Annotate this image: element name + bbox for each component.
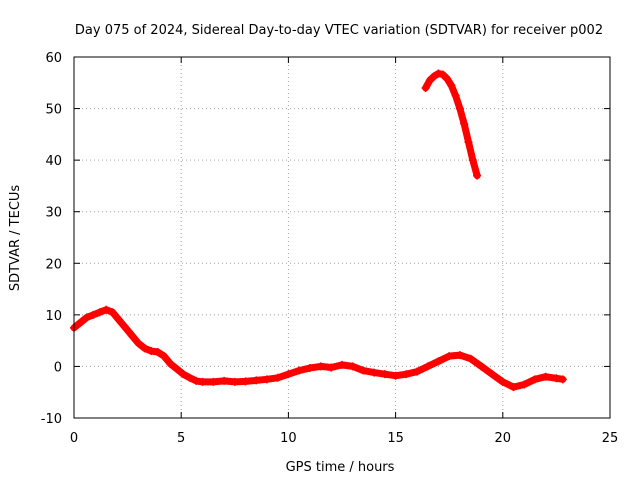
data-point-marker	[434, 357, 443, 366]
data-point-marker	[338, 360, 346, 369]
data-point-marker	[509, 383, 518, 392]
y-axis-title: SDTVAR / TECUs	[8, 185, 23, 292]
data-point-marker	[108, 308, 117, 317]
series-sdtvar-arc	[421, 69, 482, 180]
chart-title: Day 075 of 2024, Sidereal Day-to-day VTE…	[75, 23, 603, 38]
data-point-marker	[230, 377, 239, 386]
data-point-marker	[451, 91, 460, 100]
y-tick-label: 50	[45, 103, 62, 118]
data-point-marker	[434, 69, 443, 78]
data-point-marker	[425, 76, 434, 85]
data-point-marker	[455, 104, 464, 113]
x-axis-title: GPS time / hours	[286, 460, 395, 475]
x-tick-label: 0	[70, 431, 78, 446]
data-point-marker	[209, 377, 218, 386]
x-tick-label: 15	[387, 431, 404, 446]
data-point-marker	[295, 366, 304, 375]
data-point-marker	[284, 370, 293, 379]
x-tick-labels: 0 5 10 15 20 25	[70, 431, 618, 446]
data-point-marker	[370, 368, 379, 377]
y-tick-labels: -10 0 10 20 30 40 50 60	[41, 51, 62, 427]
data-point-marker	[95, 308, 104, 317]
data-point-marker	[198, 377, 207, 386]
data-point-marker	[473, 171, 482, 180]
y-tick-label: 30	[45, 206, 62, 221]
data-point-marker	[380, 370, 389, 379]
data-point-marker	[121, 323, 130, 332]
data-point-marker	[147, 346, 156, 355]
data-point-marker	[443, 74, 452, 83]
data-point-marker	[413, 367, 422, 376]
data-point-marker	[160, 352, 169, 361]
data-point-marker	[423, 362, 432, 371]
y-tick-label: 0	[54, 360, 62, 375]
data-point-marker	[468, 156, 477, 165]
data-point-marker	[82, 313, 91, 322]
data-point-marker	[127, 331, 136, 340]
data-point-marker	[327, 363, 336, 372]
data-point-marker	[115, 316, 124, 325]
data-point-marker	[430, 72, 439, 81]
data-point-marker	[348, 362, 357, 371]
data-point-marker	[262, 375, 271, 384]
data-point-marker	[488, 370, 497, 379]
data-point-marker	[89, 310, 98, 319]
data-point-marker	[552, 374, 561, 383]
data-point-marker	[477, 362, 486, 371]
data-point-marker	[316, 362, 325, 371]
data-point-marker	[520, 380, 529, 389]
data-point-marker	[447, 81, 456, 90]
x-tick-label: 25	[602, 431, 619, 446]
data-point-marker	[153, 347, 162, 356]
y-tick-label: 20	[45, 257, 62, 272]
data-point-marker	[273, 373, 282, 382]
data-point-marker	[466, 354, 475, 363]
data-point-marker	[252, 376, 261, 385]
data-point-marker	[220, 376, 229, 385]
x-tick-label: 10	[280, 431, 297, 446]
x-tick-label: 20	[495, 431, 512, 446]
data-point-marker	[76, 318, 85, 327]
data-point-marker	[421, 83, 430, 92]
data-point-marker	[530, 375, 539, 384]
data-point-marker	[166, 359, 175, 368]
data-point-marker	[455, 351, 464, 360]
data-point-marker	[134, 339, 143, 348]
data-point-marker	[438, 70, 447, 79]
data-point-marker	[102, 305, 111, 314]
data-point-marker	[541, 372, 550, 381]
data-point-marker	[359, 366, 368, 375]
data-point-marker	[172, 365, 181, 374]
data-point-marker	[305, 363, 314, 372]
data-point-marker	[140, 344, 149, 353]
data-point-marker	[391, 371, 400, 380]
data-point-marker	[179, 370, 188, 379]
plot-frame	[73, 56, 611, 419]
y-tick-label: 60	[45, 51, 62, 66]
data-point-marker	[185, 373, 194, 382]
data-point-marker	[402, 370, 411, 379]
data-point-marker	[558, 375, 567, 384]
x-tick-label: 5	[177, 431, 185, 446]
y-tick-label: 10	[45, 309, 62, 324]
data-point-marker	[445, 352, 454, 361]
series-sdtvar-main	[70, 305, 567, 392]
data-point-marker	[460, 120, 469, 129]
y-tick-label: 40	[45, 154, 62, 169]
data-point-marker	[241, 377, 250, 386]
data-point-marker	[464, 138, 473, 147]
y-tick-label: -10	[41, 412, 62, 427]
data-point-marker	[498, 377, 507, 386]
data-series	[70, 69, 567, 392]
data-point-marker	[192, 376, 201, 385]
